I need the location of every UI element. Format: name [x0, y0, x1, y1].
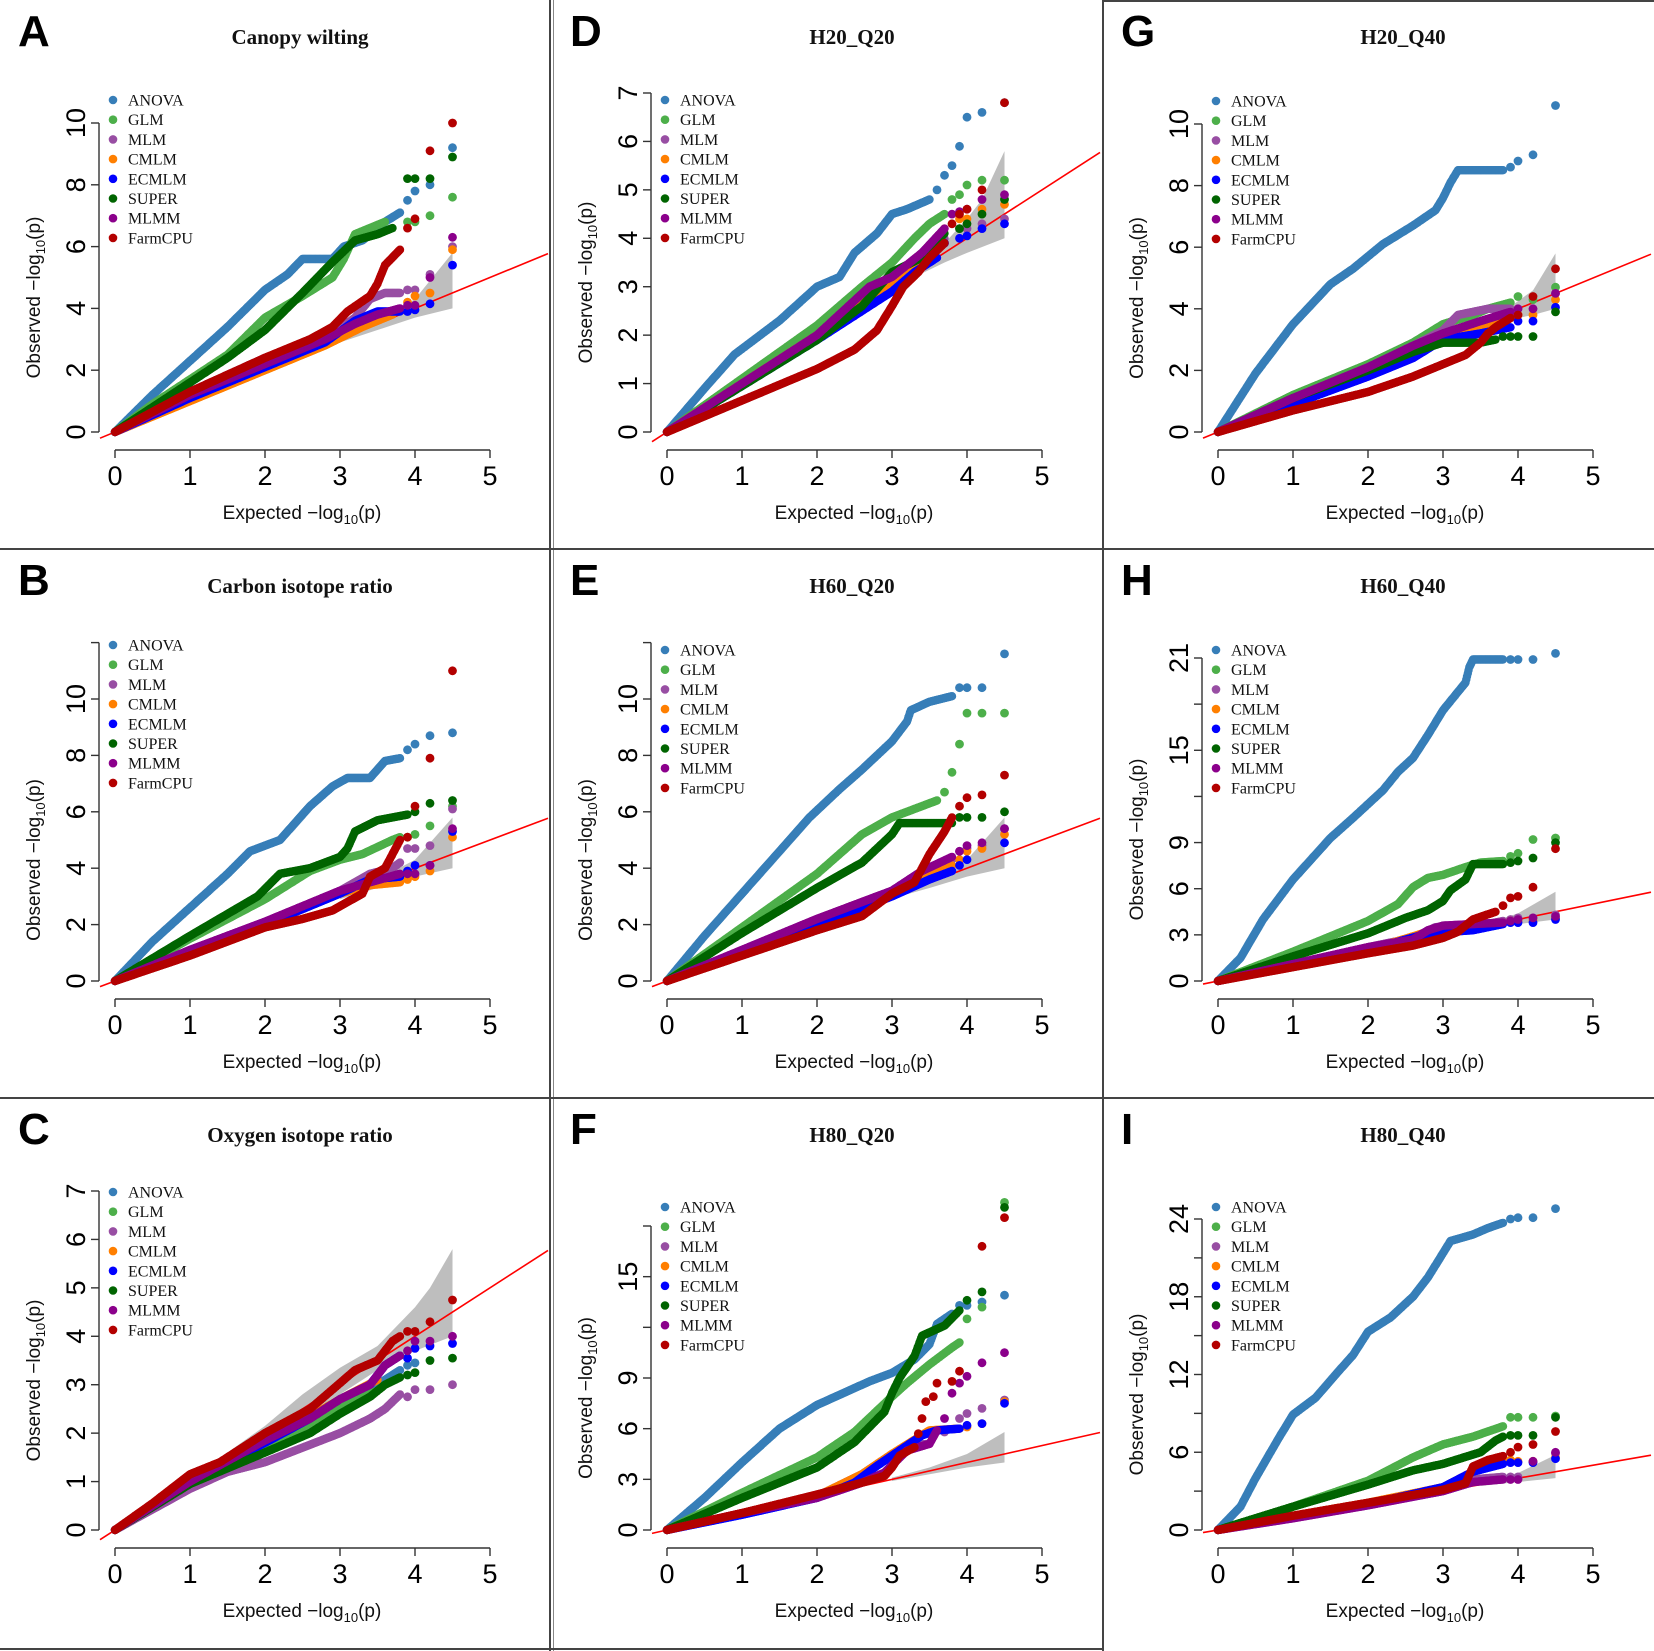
legend-label-glm: GLM: [128, 112, 164, 129]
data-point-tail: [448, 728, 457, 738]
data-point-tail: [403, 223, 412, 233]
legend-label-farmcpu: FarmCPU: [128, 230, 193, 247]
legend-label-mlmm: MLMM: [128, 211, 180, 228]
x-axis-title: Expected −log10(p): [223, 503, 382, 527]
legend-label-ecmlm: ECMLM: [128, 171, 187, 188]
data-point: [395, 304, 405, 313]
data-point-tail: [425, 288, 435, 298]
data-point-tail: [425, 841, 435, 850]
y-axis: 0 2 4 6 8 10: [61, 108, 100, 440]
legend-label-cmlm: CMLM: [128, 152, 177, 169]
data-point-tail: [403, 285, 412, 295]
panel-title: Carbon isotope ratio: [207, 574, 393, 598]
x-tick-label: 2: [257, 461, 272, 491]
data-point-tail: [410, 285, 420, 295]
panel-letter: B: [18, 556, 50, 605]
data-point-tail: [448, 796, 457, 805]
data-point: [395, 245, 405, 254]
x-tick-label: 0: [107, 461, 122, 491]
legend-label-mlm: MLM: [128, 132, 166, 149]
data-point: [403, 810, 412, 819]
data-point-tail: [425, 146, 435, 156]
data-point-tail: [403, 174, 412, 184]
data-point-tail: [425, 211, 435, 221]
data-point-tail: [425, 174, 435, 184]
x-axis: 0 1 2 3 4 5: [107, 449, 498, 491]
data-point: [395, 288, 405, 298]
data-point-tail: [403, 195, 412, 205]
panel-b: B Carbon isotope ratio 0 2 4 6 8 10 Observed −lo…: [0, 549, 550, 1099]
panel-title: Canopy wilting: [231, 25, 369, 49]
data-point-tail: [403, 300, 412, 310]
series-farmcpu: [110, 666, 457, 986]
legend-marker-cmlm: [108, 154, 118, 164]
legend-marker-farmcpu: [108, 233, 118, 243]
y-tick-label: 2: [61, 363, 91, 378]
legend-marker-mlmm: [108, 213, 118, 223]
data-point-tail: [410, 844, 420, 853]
y-axis-title: Observed −log10(p): [24, 217, 48, 379]
y-tick-label: 8: [61, 177, 91, 192]
data-point-tail: [425, 821, 435, 831]
y-tick-label: 0: [61, 424, 91, 439]
legend-marker-ecmlm: [108, 174, 118, 184]
legend-marker-super: [108, 194, 118, 203]
data-point-tail: [403, 217, 412, 227]
data-point-tail: [403, 745, 412, 755]
data-point-tail: [425, 299, 435, 309]
data-point-tail: [410, 186, 420, 196]
data-point-tail: [403, 844, 412, 853]
data-point-tail: [448, 245, 457, 255]
data-point-tail: [410, 830, 420, 839]
data-point-tail: [410, 291, 420, 301]
panel-a: A Canopy wilting 0 2 4 6 8 10 Observed −log10(p)…: [0, 0, 550, 550]
data-point-tail: [403, 869, 412, 879]
x-tick-label: 3: [332, 461, 347, 491]
data-point-tail: [403, 307, 412, 316]
data-point-tail: [448, 824, 457, 834]
x-tick-label: 5: [482, 461, 497, 491]
data-point: [380, 217, 390, 227]
data-point-tail: [425, 273, 435, 282]
legend-marker-glm: [108, 115, 118, 124]
data-point-tail: [410, 174, 420, 184]
data-point-tail: [425, 180, 435, 190]
y-tick-label: 4: [61, 301, 91, 316]
y-tick-label: 10: [61, 108, 91, 138]
data-point-tail: [410, 861, 420, 870]
data-point-tail: [410, 300, 420, 310]
data-point-tail: [425, 861, 435, 870]
x-tick-label: 1: [182, 461, 197, 491]
data-point-tail: [410, 739, 420, 749]
x-tick-label: 4: [407, 461, 422, 491]
data-point-tail: [448, 232, 457, 242]
data-point-tail: [410, 869, 420, 879]
data-point-tail: [448, 143, 457, 153]
legend-marker-mlm: [108, 135, 118, 144]
panel-letter: A: [18, 7, 50, 56]
data-point-tail: [448, 118, 457, 128]
legend-marker-anova: [108, 95, 118, 105]
data-point-tail: [448, 192, 457, 202]
data-point-tail: [448, 152, 457, 162]
data-point: [395, 208, 405, 217]
y-tick-label: 6: [61, 239, 91, 254]
data-point: [388, 223, 397, 233]
data-point-tail: [448, 260, 457, 270]
data-point: [395, 858, 405, 867]
data-point-tail: [425, 798, 435, 808]
data-point-tail: [448, 804, 457, 814]
series-farmcpu: [110, 118, 457, 437]
data-point: [395, 754, 405, 763]
data-point-tail: [425, 731, 435, 741]
data-point: [395, 869, 405, 878]
legend-label-anova: ANOVA: [128, 93, 184, 110]
legend-label-super: SUPER: [128, 191, 178, 208]
data-point-tail: [410, 214, 420, 224]
legend: ANOVA GLM MLM CMLM ECMLM SUPER MLMM FarmCPU: [108, 93, 193, 247]
